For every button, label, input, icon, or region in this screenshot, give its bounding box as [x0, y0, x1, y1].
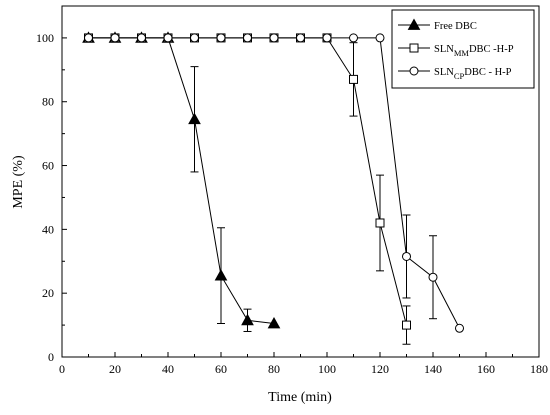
legend-item-cp: SLNCPDBC - H-P — [398, 66, 512, 81]
series-line-mm — [88, 37, 407, 326]
circle-marker — [84, 33, 93, 43]
x-tick-label: 0 — [59, 362, 65, 376]
x-tick-label: 140 — [424, 362, 442, 376]
triangle-marker — [267, 316, 281, 329]
legend-item-free: Free DBC — [398, 18, 477, 32]
x-tick-label: 180 — [530, 362, 548, 376]
y-tick-label: 20 — [42, 286, 54, 300]
circle-marker — [110, 33, 120, 43]
square-marker — [375, 218, 385, 228]
circle-marker — [296, 33, 305, 43]
x-tick-label: 40 — [162, 362, 174, 376]
circle-marker — [216, 33, 226, 43]
circle-marker — [375, 33, 385, 43]
circle-marker — [455, 323, 464, 333]
legend-label: SLNCPDBC - H-P — [434, 67, 512, 81]
x-tick-label: 160 — [477, 362, 495, 376]
y-tick-label: 40 — [42, 222, 54, 236]
y-tick-label: 0 — [48, 350, 54, 364]
circle-marker — [402, 251, 411, 261]
x-axis: 0 20 40 60 80 100 120 140 160 180 — [59, 352, 548, 376]
series-mm — [84, 33, 411, 345]
x-tick-label: 60 — [215, 362, 227, 376]
series-line-free — [88, 37, 275, 324]
circle-marker — [269, 33, 279, 43]
square-marker — [349, 74, 358, 84]
legend-item-mm: SLNMMDBC -H-P — [398, 43, 514, 58]
circle-marker — [190, 33, 199, 43]
x-tick-label: 120 — [371, 362, 389, 376]
x-axis-label: Time (min) — [268, 390, 332, 405]
legend: Free DBC SLNMMDBC -H-P SLNCPDBC - H-P — [391, 9, 535, 89]
circle-marker — [428, 272, 438, 282]
legend-label: SLNMMDBC -H-P — [434, 44, 514, 58]
series-free — [82, 31, 281, 332]
circle-marker — [322, 33, 332, 43]
y-axis-label: MPE (%) — [11, 155, 26, 209]
series-layer — [82, 31, 464, 345]
y-axis: 0 20 40 60 80 100 — [36, 31, 67, 364]
y-tick-label: 60 — [42, 159, 54, 173]
y-tick-label: 80 — [42, 95, 54, 109]
series-cp — [84, 33, 464, 333]
triangle-marker — [241, 313, 254, 326]
x-tick-label: 20 — [109, 362, 121, 376]
legend-label: Free DBC — [434, 21, 477, 32]
circle-marker — [137, 33, 146, 43]
square-marker — [409, 43, 419, 53]
x-tick-label: 100 — [318, 362, 336, 376]
circle-marker — [243, 33, 252, 43]
square-marker — [402, 320, 411, 330]
triangle-marker — [188, 112, 201, 125]
x-tick-label: 80 — [268, 362, 280, 376]
circle-marker — [409, 66, 419, 76]
triangle-marker — [407, 18, 421, 30]
y-tick-label: 100 — [36, 31, 54, 45]
circle-marker — [349, 33, 358, 43]
circle-marker — [163, 33, 173, 43]
triangle-marker — [214, 269, 228, 281]
